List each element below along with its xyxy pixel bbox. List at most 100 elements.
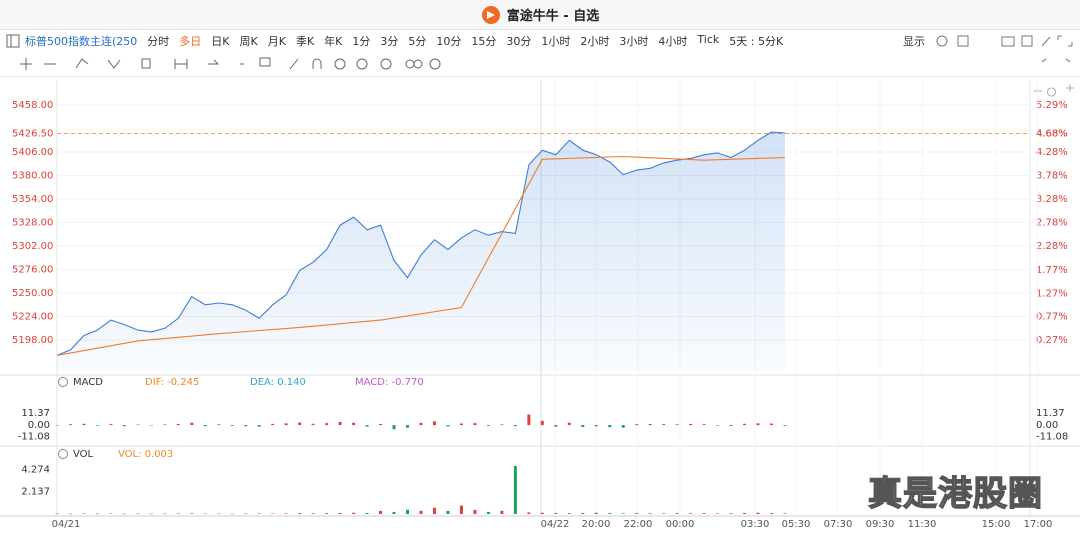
y2-tick-label: -11.08: [1036, 432, 1068, 443]
volume-bar: [338, 512, 342, 514]
period-tab[interactable]: 日K: [211, 35, 230, 48]
macd-bar: [459, 423, 463, 426]
y-tick-label: 5198.00: [12, 335, 53, 346]
macd-bar: [662, 424, 666, 426]
y-tick-label: 2.137: [21, 487, 50, 498]
period-tab[interactable]: Tick: [697, 33, 720, 46]
volume-bar: [230, 513, 234, 515]
indicator-label: VOL: 0.003: [118, 449, 173, 460]
period-tab[interactable]: 5分: [408, 35, 427, 48]
volume-bar: [352, 512, 356, 514]
x-tick-label: 03:30: [741, 519, 770, 530]
macd-bar: [284, 423, 288, 426]
volume-bar: [783, 513, 787, 514]
period-tab[interactable]: 多日: [179, 35, 202, 48]
macd-bar: [136, 424, 140, 426]
x-tick-label: 07:30: [824, 519, 853, 530]
drawing-tools: [0, 52, 1080, 77]
macd-bar: [109, 424, 113, 426]
settings-icon[interactable]: [58, 449, 68, 459]
y-tick-label: -11.08: [18, 432, 50, 443]
toolbar: 标普500指数主连(250 分时 多日 日K 周K 月K 季K 年K 1分 3分 5分 10分 15分…: [0, 30, 1080, 52]
volume-bar: [176, 513, 180, 514]
macd-bar: [783, 425, 787, 426]
y2-tick-label: 4.28%: [1036, 147, 1068, 158]
macd-bar: [68, 424, 72, 426]
period-tab[interactable]: 4小时: [658, 35, 688, 48]
macd-bar: [500, 424, 504, 426]
period-tab[interactable]: 季K: [295, 35, 315, 48]
last-price-label: 5426.50: [12, 129, 53, 140]
x-tick-label: 20:00: [582, 519, 611, 530]
period-tab[interactable]: 分时: [147, 35, 170, 48]
average-line: [56, 155, 786, 356]
y2-tick-label: 3.78%: [1036, 171, 1068, 182]
macd-bar: [379, 423, 383, 426]
volume-bar: [217, 513, 221, 515]
display-menu[interactable]: 显示: [903, 35, 925, 48]
settings-icon[interactable]: [58, 377, 68, 387]
period-tab[interactable]: 30分: [506, 35, 532, 48]
y-tick-label: 0.00: [28, 420, 50, 431]
y2-tick-label: 2.78%: [1036, 217, 1068, 228]
volume-bar: [500, 510, 504, 514]
x-tick-label: 17:00: [1024, 519, 1053, 530]
volume-bar: [271, 513, 275, 514]
macd-bar: [729, 425, 733, 426]
sidebar-icon[interactable]: [6, 34, 20, 48]
period-tab[interactable]: 1小时: [541, 35, 571, 48]
price-area: [57, 132, 785, 372]
period-tab[interactable]: 5天 : 5分K: [729, 35, 784, 48]
volume-bar: [325, 513, 329, 514]
volume-bar: [163, 513, 167, 515]
volume-bar: [298, 513, 302, 514]
period-tab[interactable]: 3小时: [619, 35, 649, 48]
y2-tick-label: 2.28%: [1036, 241, 1068, 252]
macd-bar: [743, 423, 747, 426]
volume-bar: [419, 510, 423, 514]
macd-bar: [217, 424, 221, 426]
period-tab[interactable]: 10分: [436, 35, 462, 48]
symbol[interactable]: 标普500指数主连(250: [25, 35, 138, 48]
window-title: 富途牛牛 - 自选: [506, 9, 600, 24]
macd-bar: [311, 423, 315, 426]
volume-bar: [702, 513, 706, 514]
period-tab[interactable]: 月K: [267, 35, 286, 48]
period-tab[interactable]: 15分: [471, 35, 497, 48]
macd-bar: [689, 423, 693, 426]
macd-bar: [635, 424, 639, 426]
y-tick-label: 5302.00: [12, 241, 53, 252]
macd-bar: [486, 425, 490, 426]
macd-bar: [271, 423, 275, 426]
period-tab[interactable]: 3分: [380, 35, 399, 48]
y-tick-label: 11.37: [21, 408, 50, 419]
macd-bar: [540, 420, 544, 426]
macd-bar: [325, 423, 329, 426]
x-tick-label: 00:00: [666, 519, 695, 530]
zoom-controls[interactable]: [1034, 84, 1074, 97]
period-tab[interactable]: 1分: [352, 35, 371, 48]
macd-bar: [203, 425, 207, 427]
y-tick-label: 5458.00: [12, 100, 53, 111]
period-tab[interactable]: 年K: [324, 35, 343, 48]
macd-bar: [230, 425, 234, 426]
period-tab[interactable]: 周K: [239, 35, 258, 48]
macd-bar: [581, 425, 585, 427]
panel-title: VOL: [73, 449, 94, 460]
volume-bar: [68, 513, 72, 515]
macd-bar: [554, 425, 558, 427]
y2-tick-label: 5.29%: [1036, 100, 1068, 111]
macd-bar: [419, 422, 423, 426]
volume-bar: [729, 513, 733, 514]
period-tab[interactable]: 2小时: [580, 35, 610, 48]
macd-bar: [55, 425, 59, 426]
volume-bar: [446, 510, 450, 514]
y2-tick-label: 3.28%: [1036, 194, 1068, 205]
title-bar: 富途牛牛 - 自选: [0, 0, 1080, 30]
period-tabs: 分时 多日 日K 周K 月K 季K 年K 1分 3分 5分 10分 15分 30分 1小时 2小时 3小时 4小…: [142, 33, 788, 49]
macd-bar: [446, 425, 450, 427]
volume-bar: [284, 513, 288, 514]
volume-bar: [662, 513, 666, 514]
